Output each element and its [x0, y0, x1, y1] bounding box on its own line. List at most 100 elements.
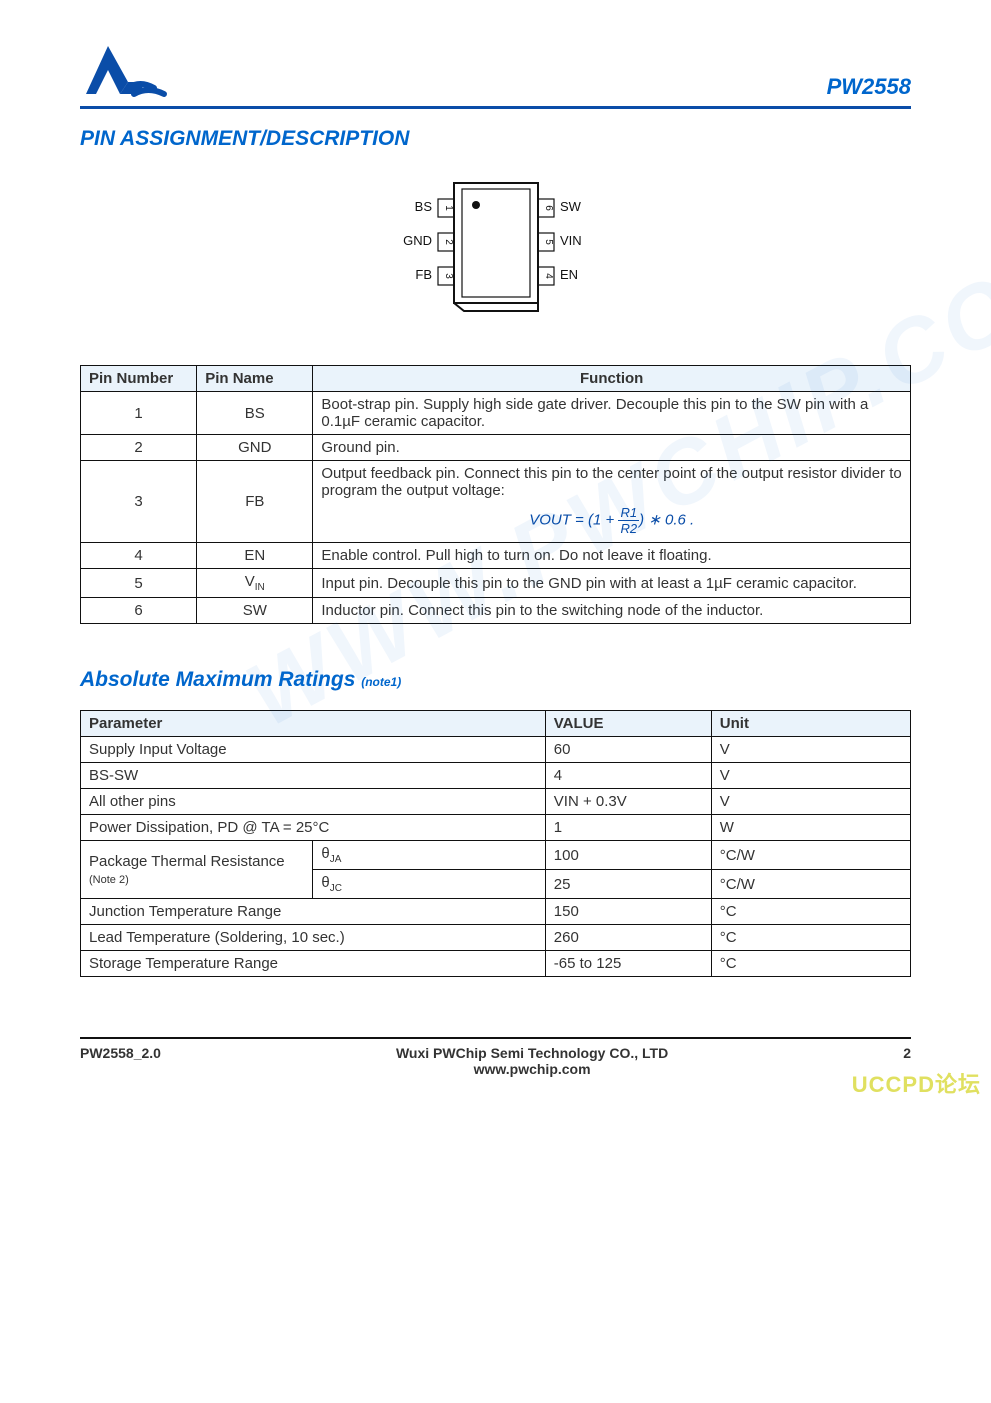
pin-label-en: EN [560, 267, 578, 282]
thermal-note: (Note 2) [89, 874, 129, 886]
theta-sym: θ [321, 874, 329, 891]
table-row: 6 SW Inductor pin. Connect this pin to t… [81, 598, 911, 624]
cell-unit: V [711, 789, 910, 815]
cell-param: Power Dissipation, PD @ TA = 25°C [81, 815, 546, 841]
table-row: BS-SW 4 V [81, 763, 911, 789]
page-content: PW2558 PIN ASSIGNMENT/DESCRIPTION [0, 0, 991, 1107]
section-abs-max-title: Absolute Maximum Ratings (note1) [80, 668, 911, 692]
th-value: VALUE [545, 711, 711, 737]
theta-sym: θ [321, 845, 329, 862]
table-row: Lead Temperature (Soldering, 10 sec.) 26… [81, 925, 911, 951]
cell-unit: V [711, 763, 910, 789]
table-row: Power Dissipation, PD @ TA = 25°C 1 W [81, 815, 911, 841]
cell-pin-num: 6 [81, 598, 197, 624]
formula-fraction: R1 R2 [618, 505, 639, 536]
pin-label-fb: FB [415, 267, 432, 282]
table-row: 2 GND Ground pin. [81, 435, 911, 461]
vin-sub: IN [255, 582, 265, 593]
cell-param: Junction Temperature Range [81, 899, 546, 925]
cell-unit: °C [711, 925, 910, 951]
formula-r1: R1 [618, 505, 639, 521]
cell-pin-num: 3 [81, 461, 197, 543]
cell-pin-num: 4 [81, 543, 197, 569]
th-unit: Unit [711, 711, 910, 737]
cell-pin-name: FB [197, 461, 313, 543]
vin-v: V [245, 573, 255, 590]
table-row: 5 VIN Input pin. Decouple this pin to th… [81, 569, 911, 598]
cell-value: VIN + 0.3V [545, 789, 711, 815]
th-parameter: Parameter [81, 711, 546, 737]
cell-pin-num: 1 [81, 392, 197, 435]
part-number: PW2558 [827, 74, 911, 100]
cell-value: 150 [545, 899, 711, 925]
table-row: All other pins VIN + 0.3V V [81, 789, 911, 815]
pin-label-bs: BS [414, 199, 432, 214]
cell-thermal-label: Package Thermal Resistance (Note 2) [81, 841, 313, 899]
footer-website: www.pwchip.com [161, 1061, 903, 1077]
cell-pin-name: BS [197, 392, 313, 435]
pin-num-2: 2 [443, 239, 454, 245]
cell-pin-name: EN [197, 543, 313, 569]
cell-pin-func: Output feedback pin. Connect this pin to… [313, 461, 911, 543]
cell-unit: V [711, 737, 910, 763]
pin-num-5: 5 [543, 239, 554, 245]
abs-max-note: (note1) [361, 675, 401, 689]
cell-pin-func: Ground pin. [313, 435, 911, 461]
pin-num-6: 6 [543, 205, 554, 211]
cell-value: 260 [545, 925, 711, 951]
pin-label-vin: VIN [560, 233, 582, 248]
abs-max-title-text: Absolute Maximum Ratings [80, 668, 355, 691]
abs-max-ratings-table: Parameter VALUE Unit Supply Input Voltag… [80, 710, 911, 977]
cell-param: Supply Input Voltage [81, 737, 546, 763]
theta-sub: JC [330, 883, 342, 894]
cell-value: 25 [545, 870, 711, 899]
pin-label-sw: SW [560, 199, 582, 214]
vout-formula: VOUT = (1 + R1 R2 ) ∗ 0.6 . [321, 505, 902, 536]
cell-pin-func: Inductor pin. Connect this pin to the sw… [313, 598, 911, 624]
table-row: 4 EN Enable control. Pull high to turn o… [81, 543, 911, 569]
table-row: 3 FB Output feedback pin. Connect this p… [81, 461, 911, 543]
pin-num-3: 3 [443, 273, 454, 279]
formula-mult: ∗ 0.6 . [648, 511, 694, 528]
forum-watermark: UCCPD论坛 [852, 1067, 981, 1099]
cell-value: 4 [545, 763, 711, 789]
pin-num-4: 4 [543, 273, 554, 279]
pin-description-table: Pin Number Pin Name Function 1 BS Boot-s… [80, 365, 911, 624]
cell-pin-func: Enable control. Pull high to turn on. Do… [313, 543, 911, 569]
cell-unit: W [711, 815, 910, 841]
cell-param: Lead Temperature (Soldering, 10 sec.) [81, 925, 546, 951]
cell-value: 100 [545, 841, 711, 870]
cell-theta-jc: θJC [313, 870, 545, 899]
cell-value: 60 [545, 737, 711, 763]
th-pin-name: Pin Name [197, 366, 313, 392]
cell-param: BS-SW [81, 763, 546, 789]
cell-unit: °C/W [711, 870, 910, 899]
footer-doc-rev: PW2558_2.0 [80, 1045, 161, 1061]
th-pin-number: Pin Number [81, 366, 197, 392]
pin-label-gnd: GND [403, 233, 432, 248]
th-pin-function: Function [313, 366, 911, 392]
cell-value: -65 to 125 [545, 951, 711, 977]
thermal-label-text: Package Thermal Resistance [89, 853, 285, 870]
cell-unit: °C [711, 951, 910, 977]
page-header: PW2558 [80, 40, 911, 109]
cell-param: All other pins [81, 789, 546, 815]
table-row: Package Thermal Resistance (Note 2) θJA … [81, 841, 911, 870]
cell-pin-func: Boot-strap pin. Supply high side gate dr… [313, 392, 911, 435]
chip-pinout-diagram: 1 2 3 6 5 4 BS GND FB SW VIN EN [80, 175, 911, 315]
page-footer: PW2558_2.0 Wuxi PWChip Semi Technology C… [80, 1037, 911, 1077]
section-pin-assignment-title: PIN ASSIGNMENT/DESCRIPTION [80, 127, 911, 151]
cell-param: Storage Temperature Range [81, 951, 546, 977]
cell-unit: °C/W [711, 841, 910, 870]
table-row: 1 BS Boot-strap pin. Supply high side ga… [81, 392, 911, 435]
fb-desc-text: Output feedback pin. Connect this pin to… [321, 465, 901, 499]
company-logo [80, 40, 172, 100]
theta-sub: JA [330, 854, 342, 865]
table-row: Supply Input Voltage 60 V [81, 737, 911, 763]
formula-one: 1 + [593, 511, 614, 528]
cell-value: 1 [545, 815, 711, 841]
cell-theta-ja: θJA [313, 841, 545, 870]
table-row: Storage Temperature Range -65 to 125 °C [81, 951, 911, 977]
table-row: Junction Temperature Range 150 °C [81, 899, 911, 925]
cell-pin-num: 5 [81, 569, 197, 598]
